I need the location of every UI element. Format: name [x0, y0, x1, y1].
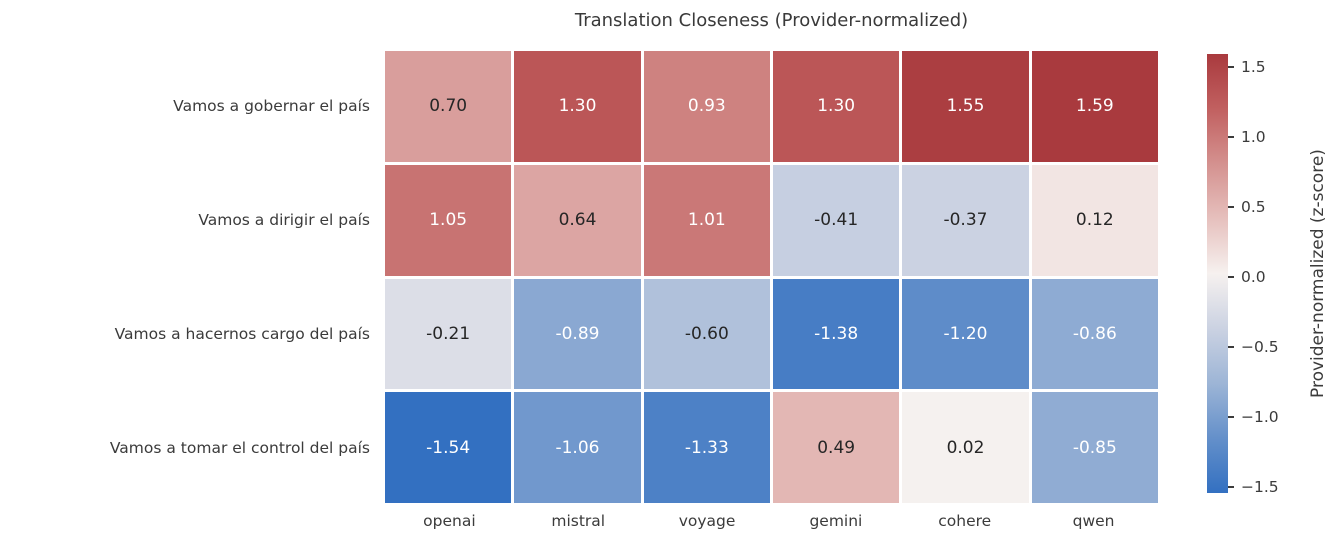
colorbar-tick-mark: [1228, 276, 1234, 278]
heatmap-cell: 1.30: [773, 51, 900, 162]
colorbar-tick-mark: [1228, 416, 1234, 419]
cell-value: -1.38: [814, 323, 859, 344]
colorbar-axis-label: Provider-normalized (z-score): [1308, 149, 1328, 398]
row-label: Vamos a tomar el control del país: [109, 438, 370, 457]
cell-value: -1.33: [684, 437, 729, 458]
colorbar-tick-mark: [1228, 205, 1234, 208]
cell-value: -0.85: [1072, 437, 1117, 458]
colorbar-tick-label: 0.0: [1241, 268, 1266, 286]
heatmap-cell: 1.30: [514, 51, 641, 162]
cell-value: 1.59: [1075, 96, 1114, 117]
colorbar-tick-label: 1.5: [1241, 57, 1266, 76]
cell-value: -1.20: [943, 323, 988, 344]
colorbar-tick-mark: [1228, 486, 1234, 489]
cell-value: -0.89: [555, 323, 600, 344]
heatmap-cell: -0.37: [902, 164, 1029, 276]
cell-value: -1.06: [555, 437, 600, 458]
heatmap-cell: -1.20: [902, 278, 1029, 390]
heatmap-grid: 0.70 1.30 0.93 1.30 1.55 1.59 1.05 0.64 1.01 -0.4…: [385, 51, 1158, 503]
heatmap-cell: -0.41: [773, 164, 900, 276]
cell-value: 0.70: [429, 96, 468, 117]
cell-value: -0.37: [943, 210, 988, 231]
heatmap-cell: -0.21: [385, 278, 512, 390]
heatmap-cell: 0.12: [1031, 164, 1158, 276]
column-label: gemini: [809, 512, 863, 530]
cell-value: 1.55: [946, 96, 985, 117]
column-label: cohere: [938, 512, 992, 530]
column-label: voyage: [678, 512, 736, 530]
cell-value: 1.05: [429, 210, 468, 231]
row-label: Vamos a gobernar el país: [173, 97, 370, 116]
cell-value: 1.30: [558, 96, 597, 117]
x-axis-labels: openai mistral voyage gemini cohere qwen: [385, 512, 1158, 530]
column-label: mistral: [551, 512, 606, 530]
heatmap-cell: 1.59: [1031, 51, 1158, 162]
column-label: openai: [423, 512, 476, 530]
cell-value: 0.49: [817, 437, 856, 458]
colorbar-tick-label: 1.0: [1241, 127, 1266, 146]
cell-value: -0.86: [1072, 323, 1117, 344]
cell-value: 0.93: [687, 96, 726, 117]
colorbar-gradient: [1207, 54, 1228, 493]
colorbar-tick-label: −1.5: [1241, 478, 1279, 497]
cell-value: 0.12: [1075, 210, 1114, 231]
colorbar-tick-mark: [1228, 65, 1234, 68]
cell-value: 1.01: [687, 210, 726, 231]
heatmap-cell: 1.05: [385, 164, 512, 276]
heatmap-cell: 0.93: [643, 51, 770, 162]
cell-value: 0.02: [946, 437, 985, 458]
heatmap-cell: 0.64: [514, 164, 641, 276]
colorbar-tick-mark: [1228, 135, 1234, 138]
cell-value: 0.64: [558, 210, 597, 231]
heatmap-cell: 1.55: [902, 51, 1029, 162]
colorbar-tick-label: −0.5: [1241, 338, 1279, 357]
row-label: Vamos a hacernos cargo del país: [114, 324, 370, 343]
heatmap-cell: -0.86: [1031, 278, 1158, 390]
heatmap-cell: 0.70: [385, 51, 512, 162]
chart-title: Translation Closeness (Provider-normaliz…: [574, 10, 969, 31]
cell-value: 1.30: [817, 96, 856, 117]
colorbar-tick-label: 0.5: [1241, 197, 1266, 216]
heatmap-cell: -0.60: [643, 278, 770, 390]
y-axis-labels: Vamos a gobernar el país Vamos a dirigir …: [0, 51, 370, 503]
heatmap-cell: -0.89: [514, 278, 641, 390]
cell-value: -0.41: [814, 210, 859, 231]
heatmap-cell: 0.49: [773, 392, 900, 503]
heatmap-cell: -1.06: [514, 392, 641, 503]
cell-value: -0.21: [426, 323, 471, 344]
heatmap-cell: -1.38: [773, 278, 900, 390]
heatmap-cell: -1.54: [385, 392, 512, 503]
cell-value: -1.54: [426, 437, 471, 458]
cell-value: -0.60: [684, 323, 729, 344]
heatmap-cell: -0.85: [1031, 392, 1158, 503]
column-label: qwen: [1072, 512, 1115, 530]
heatmap-cell: -1.33: [643, 392, 770, 503]
colorbar-tick-label: −1.0: [1241, 408, 1279, 427]
row-label: Vamos a dirigir el país: [198, 211, 370, 230]
heatmap-cell: 1.01: [643, 164, 770, 276]
colorbar-tick-mark: [1228, 346, 1234, 349]
heatmap-cell: 0.02: [902, 392, 1029, 503]
